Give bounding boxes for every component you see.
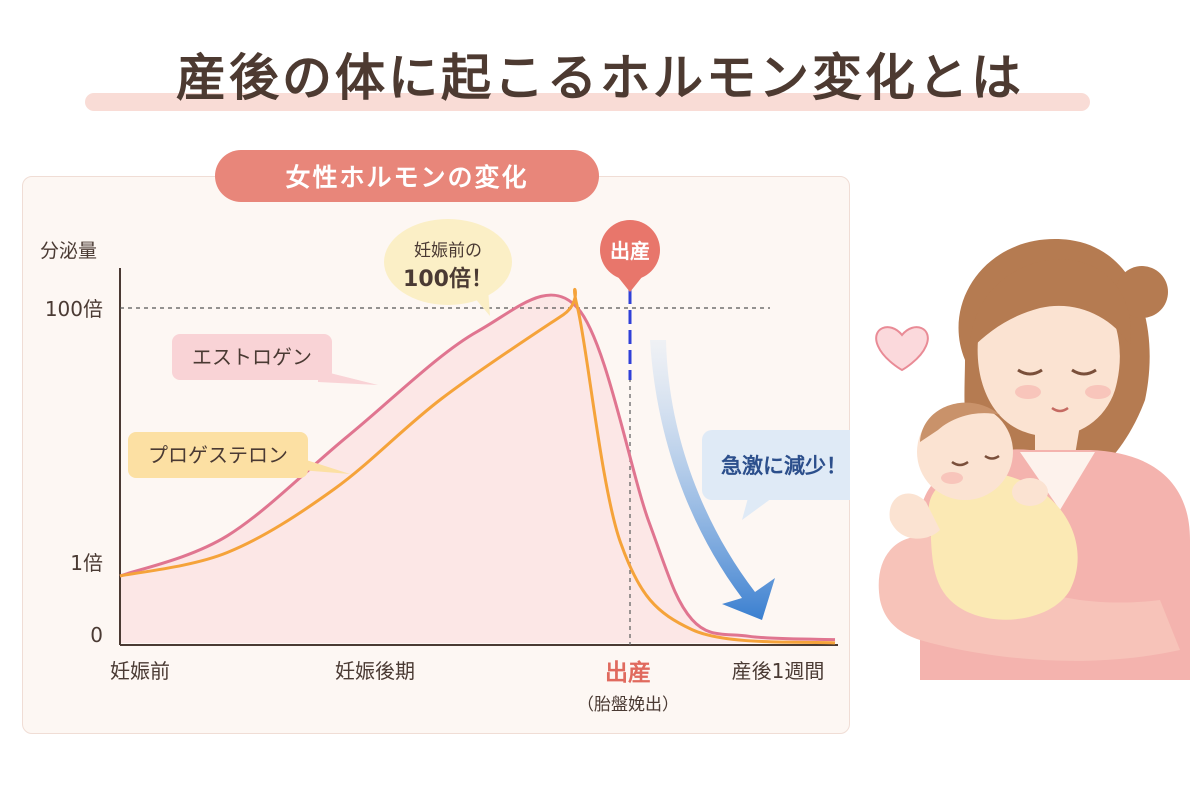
mother-holding-baby-illustration (875, 239, 1190, 680)
decline-bubble: 急激に減少！ (702, 430, 850, 520)
chart-title-pill: 女性ホルモンの変化 (215, 150, 599, 202)
birth-badge: 出産 (600, 220, 660, 292)
title-underline (85, 93, 1090, 111)
x-tick-late-pregnancy: 妊娠後期 (335, 659, 415, 683)
peak-bubble-line2: 100倍！ (403, 266, 493, 292)
page-title: 産後の体に起こるホルモン変化とは (176, 49, 1024, 107)
x-tick-birth: 出産 (605, 659, 651, 686)
y-tick-1x: 1倍 (70, 551, 103, 575)
heart-icon (875, 326, 929, 372)
hormone-chart: 分泌量 100倍 1倍 0 妊娠前 妊娠後期 出産 （胎盤娩出） 産後1週間 エ… (40, 219, 850, 715)
y-tick-0: 0 (90, 623, 103, 647)
estrogen-label: エストロゲン (172, 334, 378, 385)
x-tick-postpartum-week: 産後1週間 (732, 659, 825, 683)
progesterone-label: プロゲステロン (128, 432, 350, 478)
estrogen-label-text: エストロゲン (192, 345, 312, 369)
x-tick-birth-sublabel: （胎盤娩出） (577, 695, 679, 715)
progesterone-label-text: プロゲステロン (148, 443, 288, 467)
decline-bubble-text: 急激に減少！ (721, 454, 847, 478)
y-tick-100x: 100倍 (45, 297, 103, 321)
peak-bubble-line1: 妊娠前の (414, 241, 482, 261)
y-axis-label: 分泌量 (40, 240, 97, 262)
birth-badge-text: 出産 (610, 239, 650, 263)
series-line-progesterone (119, 287, 836, 645)
decline-arrow (650, 340, 775, 620)
peak-bubble: 妊娠前の 100倍！ (384, 219, 512, 316)
x-tick-pre-pregnancy: 妊娠前 (110, 659, 170, 683)
estrogen-area-fill (120, 295, 835, 643)
